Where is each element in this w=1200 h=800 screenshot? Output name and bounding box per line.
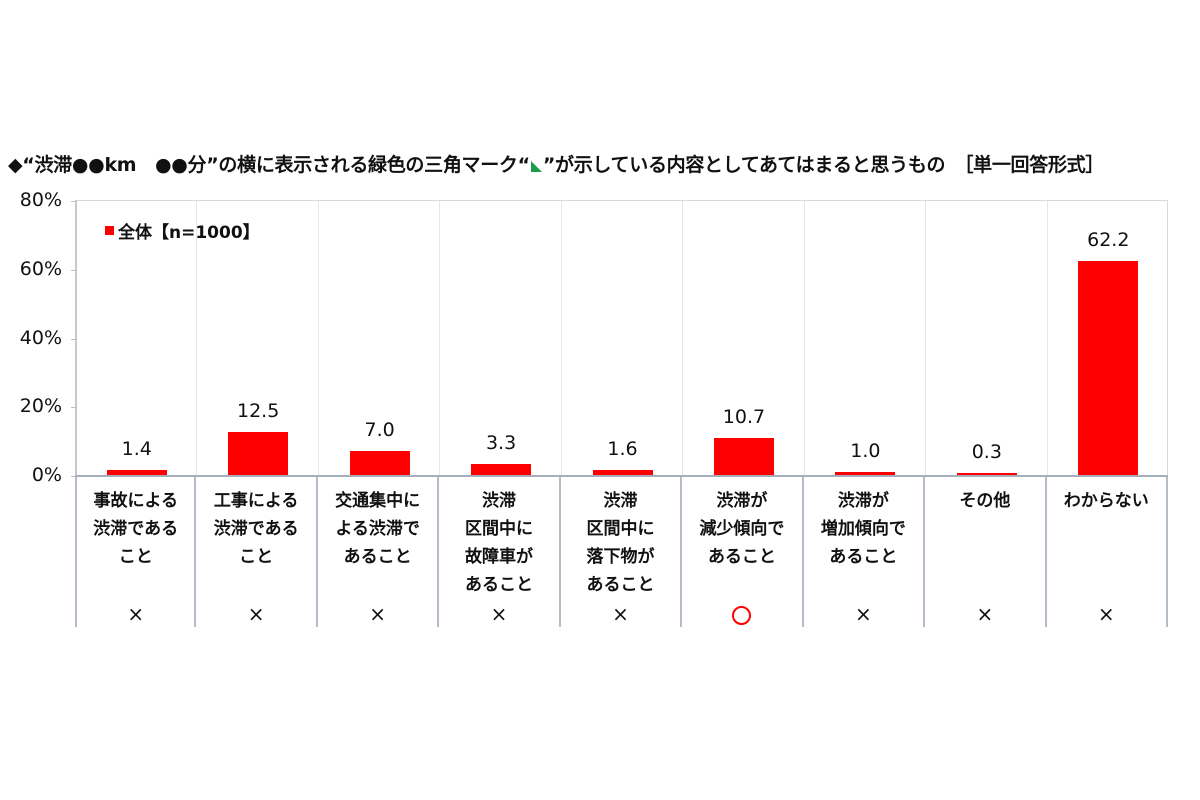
vertical-gridline: [803, 201, 805, 475]
cross-icon: ×: [976, 602, 994, 626]
value-label: 12.5: [237, 400, 280, 423]
correct-circle-icon: [682, 603, 801, 625]
value-label: 10.7: [722, 406, 766, 429]
y-tick-mark: [71, 201, 77, 202]
bar: [592, 469, 653, 475]
category-label: 渋滞 区間中に 故障車が あること: [465, 491, 534, 595]
category-column: 渋滞が 減少傾向で あること: [682, 477, 804, 627]
value-label: 7.0: [364, 418, 395, 441]
value-label: 1.6: [607, 437, 638, 460]
category-column: 渋滞 区間中に 落下物が あること ×: [561, 477, 683, 627]
category-label: 事故による 渋滞である こと: [93, 491, 179, 567]
bar: [956, 473, 1017, 475]
category-label: 渋滞 区間中に 落下物が あること: [586, 491, 655, 595]
vertical-gridline: [925, 201, 927, 475]
bar: [1078, 261, 1139, 475]
bar: [713, 438, 774, 475]
vertical-gridline: [682, 201, 684, 475]
x-axis-baseline: [75, 475, 1168, 477]
plot-area: 全体【n=1000】 1.4 12.5 7.0 3.3 1.6 10.7 1.0 0.3 62.…: [71, 200, 1168, 477]
legend-label: 全体【n=1000】: [118, 223, 260, 243]
vertical-gridline: [1046, 201, 1048, 475]
cross-icon: ×: [369, 602, 386, 626]
chart-title-before: ◆“渋滞●●km ●●分”の横に表示される緑色の三角マーク“: [8, 154, 530, 176]
chart-title: ◆“渋滞●●km ●●分”の横に表示される緑色の三角マーク“ ”が示している内容と…: [8, 150, 1198, 177]
category-column: 交通集中に よる渋滞で あること ×: [318, 477, 440, 627]
value-label: 3.3: [485, 431, 517, 454]
vertical-gridline: [560, 201, 562, 475]
cross-icon: ×: [127, 602, 145, 626]
bar: [835, 471, 896, 475]
vertical-gridline: [196, 201, 198, 475]
cross-icon: ×: [490, 602, 508, 626]
category-column: 渋滞 区間中に 故障車が あること ×: [439, 477, 561, 627]
category-label: わからない: [1063, 491, 1149, 511]
category-column: 工事による 渋滞である こと ×: [196, 477, 318, 627]
bar: [228, 432, 289, 475]
vertical-gridline: [439, 201, 441, 475]
category-label: 渋滞が 減少傾向で あること: [699, 491, 785, 567]
category-column: 事故による 渋滞である こと ×: [75, 477, 197, 627]
chart-title-after: ”が示している内容としてあてはまると思うもの ［単一回答形式］: [542, 154, 1105, 176]
cross-icon: ×: [247, 602, 265, 626]
value-label: 62.2: [1087, 229, 1130, 252]
category-label: 交通集中に よる渋滞で あること: [335, 491, 421, 567]
legend-swatch-icon: [105, 226, 114, 235]
category-label: 渋滞が 増加傾向で あること: [820, 491, 906, 567]
category-label: 工事による 渋滞である こと: [213, 491, 299, 567]
y-tick-label: 40%: [19, 326, 62, 349]
category-label: その他: [959, 491, 1011, 511]
value-label: 1.0: [850, 439, 881, 462]
category-column: わからない ×: [1047, 477, 1168, 627]
vertical-gridline: [317, 201, 319, 475]
y-tick-mark: [71, 476, 77, 477]
y-tick-label: 80%: [19, 189, 62, 211]
value-label: 0.3: [971, 441, 1002, 463]
value-label: 1.4: [121, 438, 152, 461]
y-tick-label: 20%: [19, 395, 62, 418]
cross-icon: ×: [854, 602, 872, 626]
y-tick-mark: [71, 269, 77, 271]
legend: 全体【n=1000】: [105, 218, 260, 243]
cross-icon: ×: [612, 602, 629, 626]
cross-icon: ×: [1097, 602, 1115, 626]
y-tick-label: 0%: [31, 464, 62, 486]
y-tick-label: 60%: [19, 257, 62, 280]
bar: [106, 470, 167, 475]
category-column: 渋滞が 増加傾向で あること ×: [804, 477, 926, 627]
bar: [349, 450, 410, 475]
y-tick-mark: [71, 407, 77, 409]
y-tick-mark: [71, 338, 77, 340]
green-triangle-icon: [530, 161, 542, 172]
circle-icon: [732, 606, 752, 625]
category-column: その他 ×: [925, 477, 1047, 627]
bar: [471, 463, 532, 475]
